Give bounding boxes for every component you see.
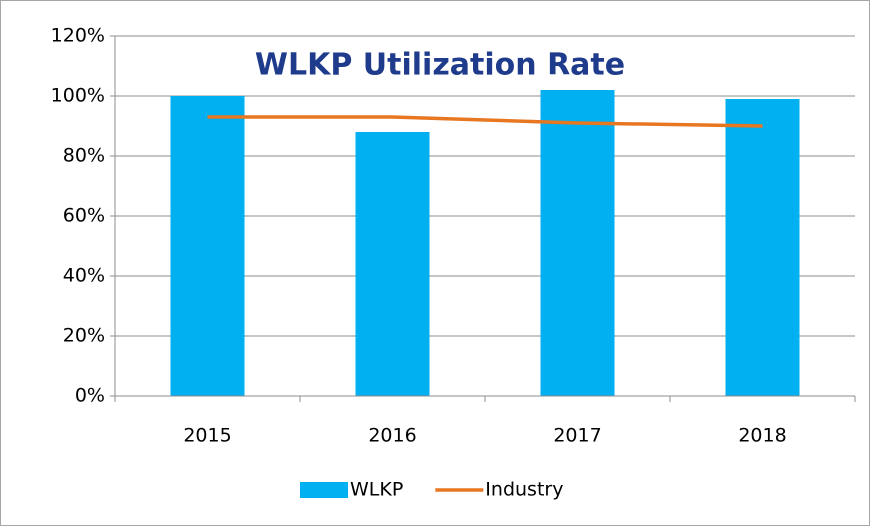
x-tick-label: 2018 xyxy=(738,425,786,447)
legend-swatch xyxy=(300,482,348,498)
y-tick-label: 100% xyxy=(51,85,105,107)
x-tick-label: 2017 xyxy=(553,425,601,447)
x-tick-label: 2016 xyxy=(368,425,416,447)
y-tick-label: 40% xyxy=(63,265,105,287)
y-tick-label: 120% xyxy=(51,25,105,47)
bar xyxy=(540,90,615,396)
bar xyxy=(355,132,430,396)
legend-label: WLKP xyxy=(350,479,403,501)
y-tick-label: 0% xyxy=(75,385,105,407)
y-tick-label: 20% xyxy=(63,325,105,347)
y-tick-label: 80% xyxy=(63,145,105,167)
chart-title: WLKP Utilization Rate xyxy=(255,48,625,83)
legend-label: Industry xyxy=(485,479,563,501)
line xyxy=(207,115,763,128)
bar xyxy=(725,99,800,396)
y-tick-label: 60% xyxy=(63,205,105,227)
x-tick-label: 2015 xyxy=(183,425,231,447)
bar xyxy=(170,96,245,396)
